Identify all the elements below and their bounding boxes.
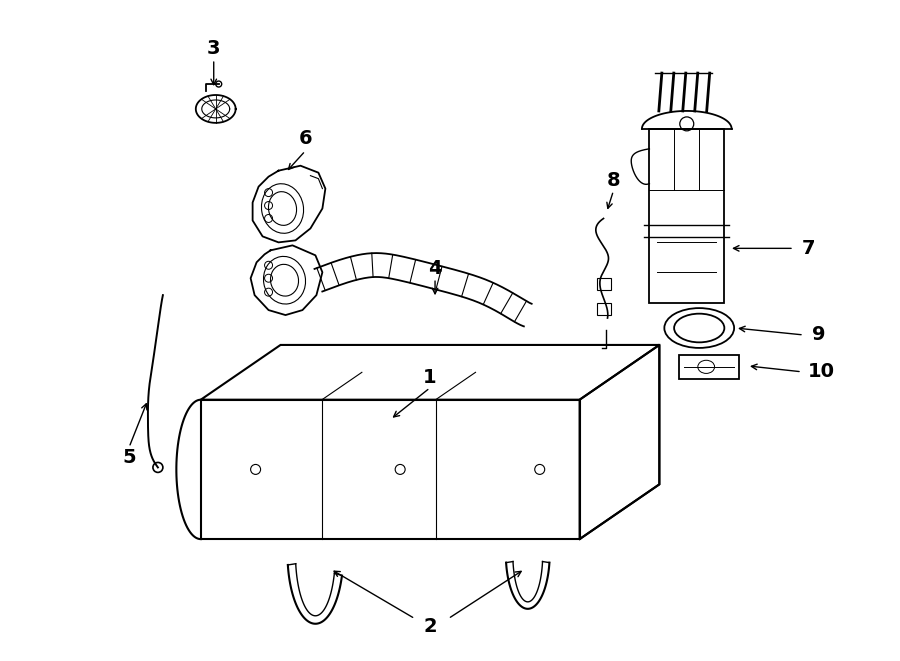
- Text: 9: 9: [812, 325, 825, 344]
- Text: 8: 8: [607, 171, 620, 190]
- Text: 5: 5: [122, 448, 136, 467]
- Text: 1: 1: [423, 368, 436, 387]
- Text: 2: 2: [423, 617, 436, 637]
- Text: 6: 6: [299, 130, 312, 148]
- Text: 3: 3: [207, 39, 220, 58]
- Text: 4: 4: [428, 258, 442, 278]
- Text: 10: 10: [807, 362, 834, 381]
- Text: 7: 7: [802, 239, 815, 258]
